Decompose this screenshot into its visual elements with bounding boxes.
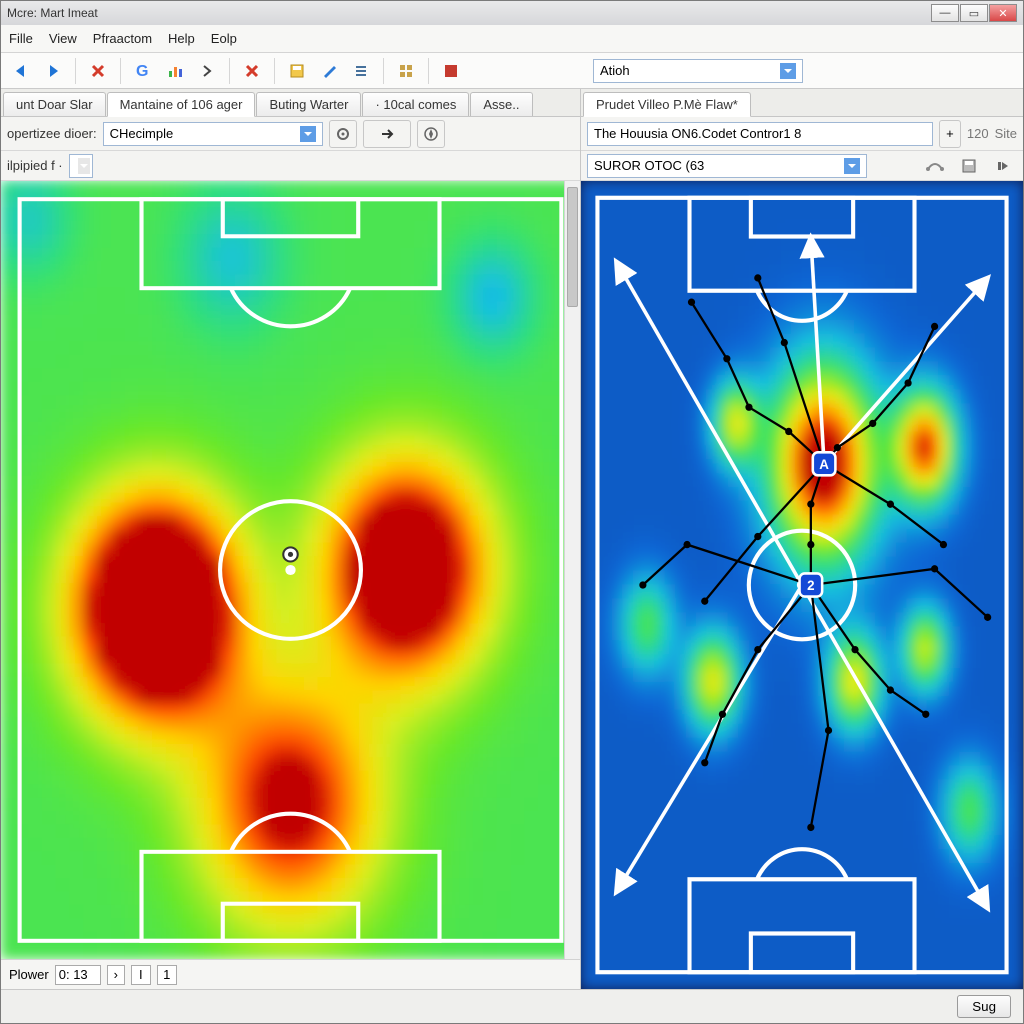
forward-button[interactable]	[39, 57, 67, 85]
extra-text-2: Site	[995, 126, 1017, 141]
right-tabs: Prudet Villeo P.Mè Flaw*	[581, 89, 1023, 117]
menu-item[interactable]: Pfraactom	[93, 31, 152, 46]
right-tab[interactable]: Prudet Villeo P.Mè Flaw*	[583, 92, 751, 117]
save-icon[interactable]	[283, 57, 311, 85]
titlebar: Mcre: Mart Imeat — ▭ ✕	[1, 1, 1023, 25]
scrollbar[interactable]	[564, 181, 580, 959]
left-heatmap	[1, 181, 580, 959]
menubar: Fille View Pfraactom Help Eolp	[1, 25, 1023, 53]
left-subbar2: ilpipied f ·	[1, 151, 580, 181]
app-window: Mcre: Mart Imeat — ▭ ✕ Fille View Pfraac…	[0, 0, 1024, 1024]
right-heatmap: A2	[581, 181, 1023, 989]
minimize-button[interactable]: —	[931, 4, 959, 22]
compass-button[interactable]	[417, 120, 445, 148]
disk-icon[interactable]	[955, 152, 983, 180]
left-footer: Plower 0: 13 › I 1	[1, 959, 580, 989]
chevron-down-icon	[780, 63, 796, 79]
menu-item[interactable]: Help	[168, 31, 195, 46]
mode-button-1[interactable]: I	[131, 965, 151, 985]
close-button[interactable]: ✕	[989, 4, 1017, 22]
left-panel: unt Doar Slar Mantaine of 106 ager Butin…	[1, 89, 581, 989]
toolbar: G Atioh	[1, 53, 1023, 89]
chevron-down-icon	[844, 158, 860, 174]
scroll-thumb[interactable]	[567, 187, 578, 307]
left-tabs: unt Doar Slar Mantaine of 106 ager Butin…	[1, 89, 580, 117]
template-combo-value: CHecimple	[110, 126, 174, 141]
step-button[interactable]: ›	[107, 965, 125, 985]
left-heatmap-holder	[1, 181, 580, 959]
left-subbar: opertizee dioer: CHecimple	[1, 117, 580, 151]
statusbar: Sug	[1, 989, 1023, 1023]
template-combo[interactable]: CHecimple	[103, 122, 323, 146]
cancel-icon[interactable]	[84, 57, 112, 85]
next-icon[interactable]	[193, 57, 221, 85]
left-tab[interactable]: Asse..	[470, 92, 532, 116]
right-panel: Prudet Villeo P.Mè Flaw* The Houusia ON6…	[581, 89, 1023, 989]
left-tab[interactable]: · 10cal comes	[362, 92, 469, 116]
match-combo[interactable]: The Houusia ON6.Codet Contror1 8	[587, 122, 933, 146]
player-combo[interactable]: SUROR OTOC (63	[587, 154, 867, 178]
google-icon[interactable]: G	[129, 57, 157, 85]
grid-icon[interactable]	[392, 57, 420, 85]
suggest-button[interactable]: Sug	[957, 995, 1011, 1018]
target-button[interactable]	[329, 120, 357, 148]
time-input[interactable]: 0: 13	[55, 965, 101, 985]
phone-icon[interactable]	[921, 152, 949, 180]
cancel2-icon[interactable]	[238, 57, 266, 85]
toolbar-combo-value: Atioh	[600, 63, 630, 78]
left-tab[interactable]: Buting Warter	[256, 92, 361, 116]
window-buttons: — ▭ ✕	[931, 4, 1017, 22]
go-button[interactable]	[363, 120, 411, 148]
footer-label: Plower	[9, 967, 49, 982]
subbar-label: opertizee dioer:	[7, 126, 97, 141]
add-button[interactable]: +	[939, 120, 961, 148]
back-button[interactable]	[7, 57, 35, 85]
maximize-button[interactable]: ▭	[960, 4, 988, 22]
right-subbar: The Houusia ON6.Codet Contror1 8 + 120 S…	[581, 117, 1023, 151]
split-view: unt Doar Slar Mantaine of 106 ager Butin…	[1, 89, 1023, 989]
chevron-down-icon	[78, 158, 90, 174]
small-combo[interactable]	[69, 154, 93, 178]
subbar2-label: ilpipied f ·	[7, 158, 63, 173]
left-tab[interactable]: Mantaine of 106 ager	[107, 92, 256, 117]
right-subbar2: SUROR OTOC (63	[581, 151, 1023, 181]
toolbar-combo[interactable]: Atioh	[593, 59, 803, 83]
right-heatmap-holder: A2	[581, 181, 1023, 989]
left-tab[interactable]: unt Doar Slar	[3, 92, 106, 116]
step-icon[interactable]	[989, 152, 1017, 180]
stop-icon[interactable]	[437, 57, 465, 85]
player-combo-value: SUROR OTOC (63	[594, 158, 704, 173]
svg-text:G: G	[136, 63, 148, 80]
window-title: Mcre: Mart Imeat	[7, 6, 931, 20]
menu-item[interactable]: View	[49, 31, 77, 46]
extra-text-1: 120	[967, 126, 989, 141]
menu-item[interactable]: Fille	[9, 31, 33, 46]
list-icon[interactable]	[347, 57, 375, 85]
chevron-down-icon	[300, 126, 316, 142]
match-combo-value: The Houusia ON6.Codet Contror1 8	[594, 126, 801, 141]
mode-button-2[interactable]: 1	[157, 965, 177, 985]
chart-icon[interactable]	[161, 57, 189, 85]
pen-icon[interactable]	[315, 57, 343, 85]
menu-item[interactable]: Eolp	[211, 31, 237, 46]
